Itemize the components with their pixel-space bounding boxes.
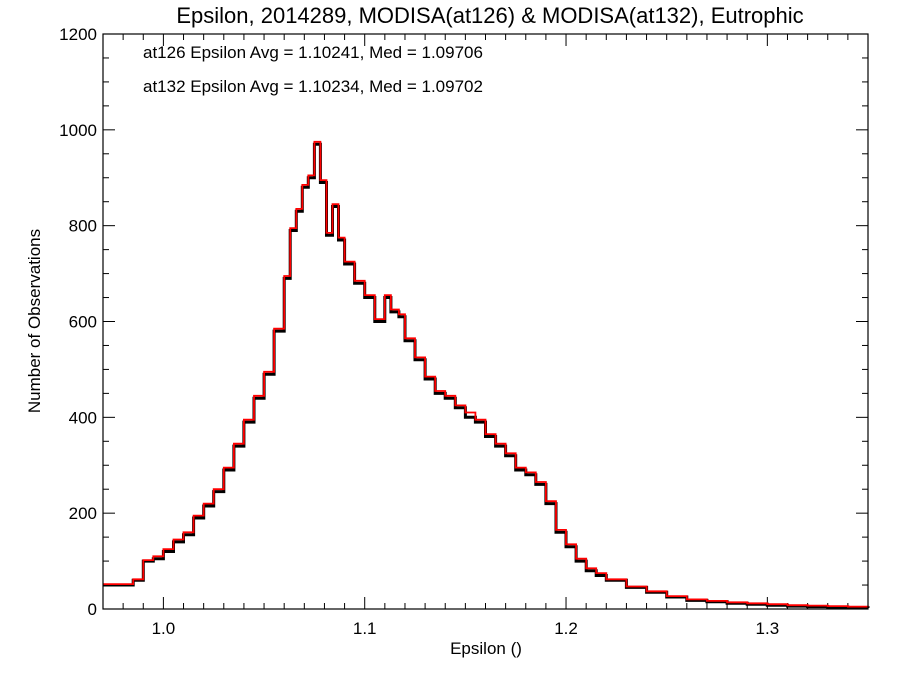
chart-title: Epsilon, 2014289, MODISA(at126) & MODISA… [176,3,803,28]
legend-annotation-at126: at126 Epsilon Avg = 1.10241, Med = 1.097… [143,43,483,62]
series-at126-line [103,142,870,610]
y-axis-label: Number of Observations [25,229,44,413]
y-tick-label: 400 [69,408,97,427]
y-tick-label: 600 [69,313,97,332]
x-tick-label: 1.3 [756,619,780,638]
x-tick-label: 1.1 [353,619,377,638]
x-axis-label: Epsilon () [450,639,522,658]
plot-frame [102,33,869,610]
x-tick-label: 1.2 [554,619,578,638]
series-at132-line [103,140,869,608]
data-series [103,140,870,610]
x-tick-label: 1.0 [152,619,176,638]
y-tick-label: 800 [69,217,97,236]
legend-annotation-at132: at132 Epsilon Avg = 1.10234, Med = 1.097… [143,77,483,96]
y-tick-label: 1200 [59,25,97,44]
y-tick-label: 0 [88,600,97,619]
axis-ticks: 0 200 400 600 800 1000 1200 1.0 1.1 1.2 1.3 [59,25,869,638]
y-tick-label: 200 [69,504,97,523]
y-tick-label: 1000 [59,121,97,140]
